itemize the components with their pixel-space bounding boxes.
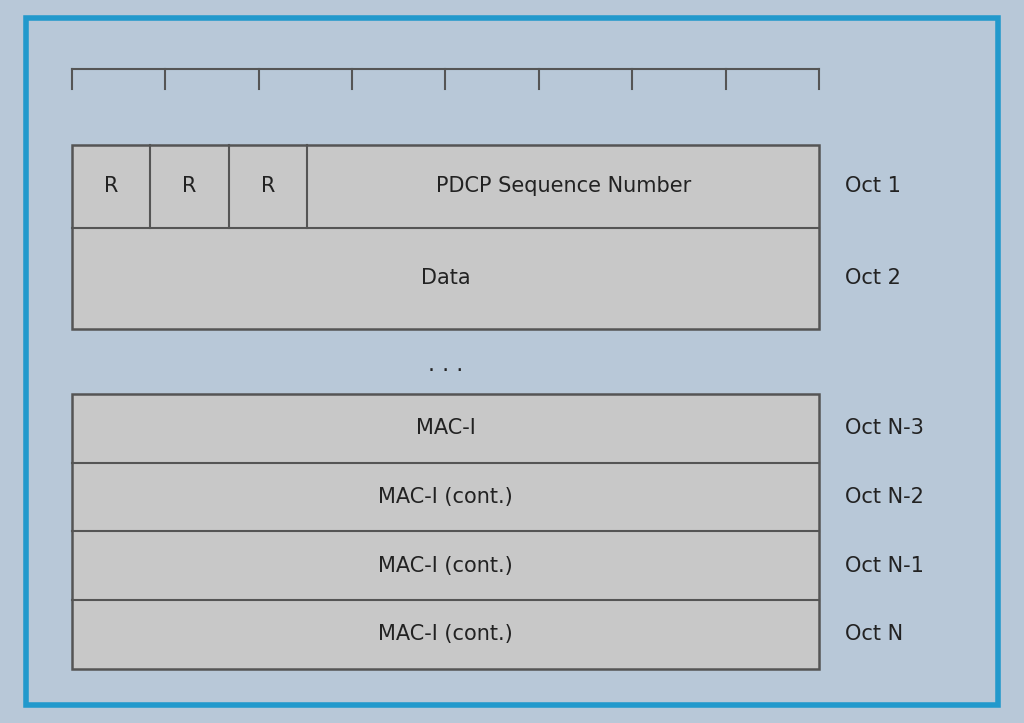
Text: MAC-I (cont.): MAC-I (cont.) bbox=[378, 556, 513, 576]
Text: Oct N-1: Oct N-1 bbox=[845, 556, 924, 576]
Text: Oct N-3: Oct N-3 bbox=[845, 419, 924, 438]
Text: MAC-I: MAC-I bbox=[416, 419, 475, 438]
Text: Oct N: Oct N bbox=[845, 625, 903, 644]
Text: Oct 2: Oct 2 bbox=[845, 268, 901, 288]
Text: R: R bbox=[182, 176, 197, 196]
Text: PDCP Sequence Number: PDCP Sequence Number bbox=[435, 176, 691, 196]
Text: Oct 1: Oct 1 bbox=[845, 176, 901, 196]
Text: Data: Data bbox=[421, 268, 470, 288]
Text: . . .: . . . bbox=[428, 355, 463, 375]
Text: Oct N-2: Oct N-2 bbox=[845, 487, 924, 507]
Text: R: R bbox=[261, 176, 275, 196]
Text: R: R bbox=[103, 176, 118, 196]
Bar bbox=[72, 394, 819, 669]
Bar bbox=[72, 145, 819, 329]
Text: MAC-I (cont.): MAC-I (cont.) bbox=[378, 625, 513, 644]
Text: MAC-I (cont.): MAC-I (cont.) bbox=[378, 487, 513, 507]
